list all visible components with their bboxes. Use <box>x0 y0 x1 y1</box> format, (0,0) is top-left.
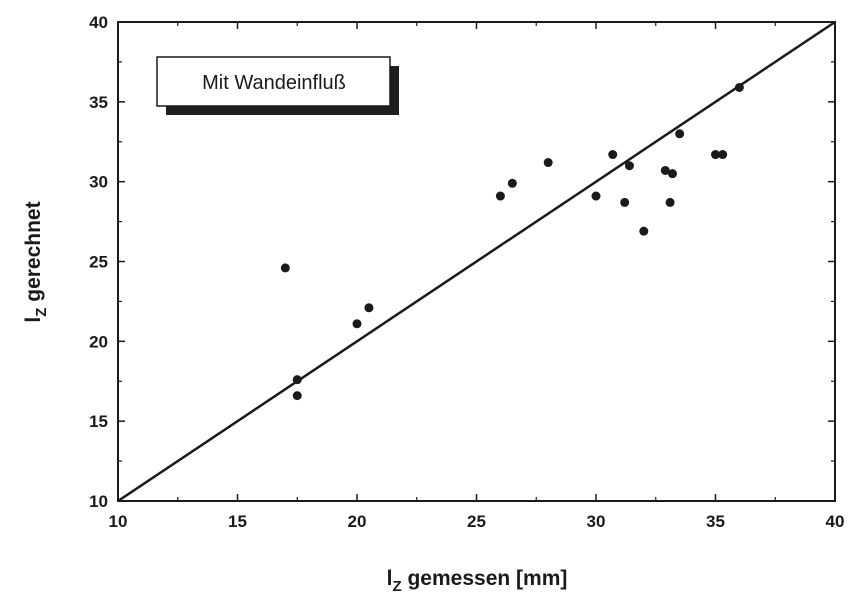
annotation-label: Mit Wandeinfluß <box>202 72 346 94</box>
data-point <box>364 303 374 313</box>
y-tick-label: 40 <box>89 13 108 32</box>
x-tick-label: 25 <box>467 512 486 531</box>
data-point <box>280 263 290 273</box>
data-point <box>608 150 618 160</box>
data-point <box>667 169 677 179</box>
annotation-box <box>156 56 391 107</box>
y-axis-title-sub: Z <box>33 308 50 317</box>
x-tick-label: 10 <box>109 512 128 531</box>
x-tick-label: 20 <box>348 512 367 531</box>
data-point <box>711 150 720 160</box>
y-axis-title-rest: gerechnet <box>22 201 45 307</box>
data-point <box>507 178 517 188</box>
y-tick-label: 15 <box>89 412 108 431</box>
x-tick-label: 30 <box>587 512 606 531</box>
data-point <box>734 82 744 92</box>
y-tick-label: 25 <box>89 253 108 272</box>
data-point <box>495 191 505 201</box>
data-point <box>639 226 649 236</box>
data-point <box>620 197 630 207</box>
x-tick-label: 35 <box>706 512 725 531</box>
y-tick-label: 35 <box>89 93 108 112</box>
data-point <box>292 375 302 385</box>
y-axis-title-main: l <box>22 317 45 323</box>
y-tick-label: 30 <box>89 173 108 192</box>
data-point <box>660 165 670 175</box>
x-axis-title: lZ gemessen [mm] <box>387 567 568 595</box>
data-point <box>718 150 728 160</box>
x-axis-title-rest: gemessen [mm] <box>402 567 568 590</box>
data-point <box>665 197 675 207</box>
x-tick-label: 15 <box>228 512 247 531</box>
reference-line <box>117 20 836 503</box>
data-point <box>352 319 362 329</box>
data-point <box>624 161 634 171</box>
x-axis-title-main: l <box>387 567 393 590</box>
data-point <box>591 191 601 201</box>
y-tick-label: 10 <box>89 492 108 511</box>
data-point <box>292 391 302 401</box>
data-point <box>543 158 553 168</box>
x-axis-title-sub: Z <box>392 578 401 595</box>
data-point <box>675 129 685 139</box>
y-tick-label: 20 <box>89 332 108 351</box>
y-axis-title: lZ gerechnet <box>22 201 50 322</box>
plot-layer: 10 15 20 25 30 35 40 10 15 20 25 30 35 40 <box>89 13 844 531</box>
x-tick-label: 40 <box>826 512 845 531</box>
